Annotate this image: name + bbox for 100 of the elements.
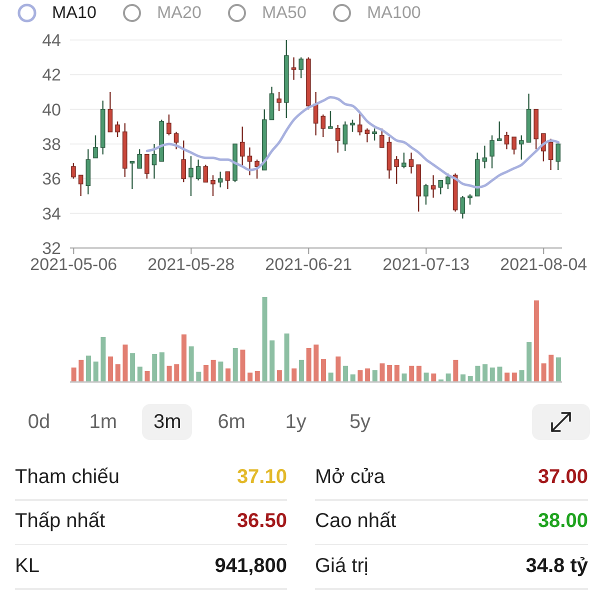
candlestick	[93, 134, 98, 158]
bar	[380, 363, 385, 382]
bar	[556, 357, 561, 382]
legend-label: MA10	[52, 3, 96, 22]
selected-tab: 3m	[142, 404, 192, 440]
candlestick	[490, 134, 494, 169]
candlestick	[364, 128, 370, 143]
candlestick	[512, 136, 516, 155]
bar	[446, 374, 451, 382]
candlestick	[320, 114, 326, 138]
candlestick	[225, 171, 230, 190]
bar	[306, 348, 312, 382]
bar	[490, 368, 495, 382]
bar	[130, 353, 136, 382]
candlestick	[446, 172, 450, 190]
bar	[541, 363, 546, 382]
candlestick	[519, 134, 524, 160]
bar	[424, 372, 429, 382]
x-tick-label: 2021-07-13	[382, 255, 470, 274]
candlestick	[298, 56, 304, 79]
bar	[453, 360, 458, 382]
category-label: Mở cửa	[315, 466, 385, 488]
candlestick	[468, 194, 472, 206]
bar	[314, 344, 319, 382]
bar	[284, 334, 290, 382]
bar	[320, 359, 326, 382]
bar	[497, 366, 502, 382]
candlestick	[218, 171, 223, 188]
candlestick	[430, 174, 436, 198]
candlestick	[496, 120, 502, 142]
legend-label: MA100	[367, 3, 421, 22]
bar	[394, 365, 400, 382]
bar	[548, 354, 554, 382]
bar	[328, 372, 334, 382]
y-tick-label: 40	[42, 100, 61, 120]
bar	[365, 368, 370, 382]
bar	[534, 300, 539, 382]
candlestick	[342, 120, 348, 152]
bar	[144, 370, 150, 382]
bar	[204, 365, 208, 382]
category-label: Tham chiếu	[15, 466, 120, 488]
bar	[159, 352, 164, 382]
legend-label: MA20	[157, 3, 202, 22]
candlestick	[556, 143, 561, 171]
bar	[152, 354, 158, 382]
bar	[482, 364, 488, 382]
candlestick	[152, 143, 157, 180]
bar	[504, 372, 510, 382]
candlestick	[335, 124, 340, 154]
candlestick	[247, 146, 252, 176]
bar	[181, 334, 186, 382]
candlestick	[188, 156, 194, 197]
bar	[402, 374, 407, 382]
candlestick	[130, 160, 135, 190]
bar	[270, 340, 275, 382]
text: 37.00	[538, 466, 588, 488]
bar	[358, 370, 363, 382]
bar	[431, 374, 436, 382]
candlestick	[372, 128, 377, 142]
text: 34.8 tỷ	[526, 554, 588, 576]
candlestick	[328, 110, 333, 129]
text: 1y	[285, 410, 306, 434]
candlestick	[203, 164, 208, 183]
candlestick	[482, 145, 488, 169]
candlestick	[379, 128, 384, 148]
bar	[226, 368, 231, 382]
candlestick	[210, 174, 216, 197]
candlestick	[394, 156, 399, 184]
bar	[108, 356, 114, 382]
y-tick-label: 34	[42, 204, 61, 224]
bar	[174, 364, 180, 382]
y-tick-label: 42	[42, 66, 61, 85]
bar	[409, 366, 414, 382]
bar	[512, 372, 517, 382]
bar	[372, 370, 378, 382]
text: 1m	[89, 410, 118, 434]
candlestick	[548, 138, 554, 171]
candlestick	[402, 152, 406, 169]
x-tick-label: 2021-08-04	[500, 255, 588, 274]
bar	[298, 360, 304, 382]
candlestick	[240, 126, 245, 168]
candlestick	[144, 154, 150, 180]
x-tick-label: 2021-06-21	[265, 255, 352, 274]
line-series	[146, 96, 560, 189]
candlestick	[78, 174, 84, 197]
bar	[188, 346, 194, 382]
bar	[115, 364, 120, 382]
candlestick	[71, 162, 76, 180]
candlestick	[424, 183, 428, 206]
x-tick-label: 2021-05-28	[148, 255, 235, 274]
category-label: Thấp nhất	[15, 510, 106, 532]
legend-label: MA50	[262, 3, 306, 22]
bar	[526, 342, 532, 382]
candlestick	[174, 131, 179, 150]
candlestick	[350, 119, 355, 132]
bar	[93, 362, 98, 382]
text: 6m	[218, 410, 246, 434]
candlestick	[196, 159, 201, 181]
bar	[336, 356, 341, 382]
category-label: KL	[15, 554, 40, 576]
